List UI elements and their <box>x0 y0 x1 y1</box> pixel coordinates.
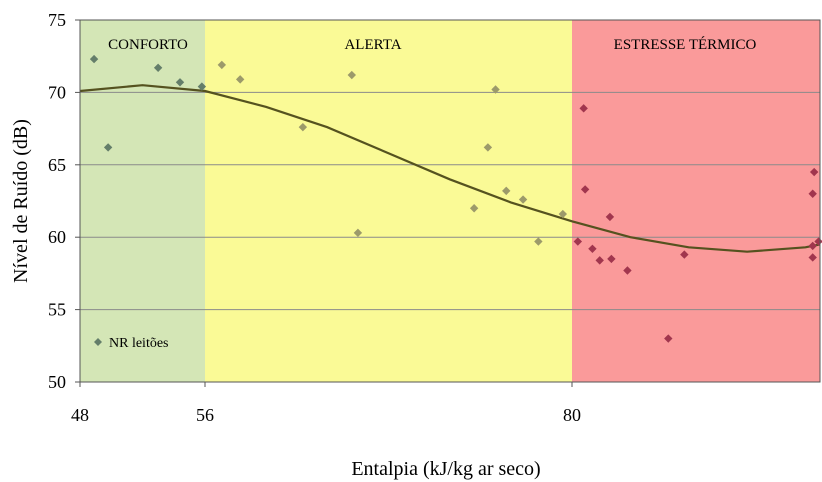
data-point-22 <box>595 256 604 265</box>
data-point-6 <box>217 60 227 70</box>
trend-line <box>79 84 821 253</box>
data-points <box>89 54 822 343</box>
y-tick-label-50: 50 <box>48 372 66 392</box>
data-point-7 <box>235 75 245 84</box>
data-point-15 <box>518 195 528 204</box>
data-point-12 <box>483 143 493 152</box>
data-point-5 <box>197 82 207 91</box>
data-point-16 <box>534 237 543 246</box>
data-point-9 <box>347 70 356 80</box>
data-point-10 <box>353 228 363 238</box>
data-point-3 <box>153 63 163 72</box>
y-tick-label-65: 65 <box>48 155 66 175</box>
zone-1-label: CONFORTO <box>108 37 188 53</box>
zone-1-band <box>80 20 205 382</box>
x-axis-label: Entalpia (kJ/kg ar seco) <box>351 458 540 480</box>
legend: NR leitões <box>94 336 169 351</box>
data-point-17 <box>558 209 568 219</box>
data-point-25 <box>623 266 632 275</box>
legend-marker <box>94 338 102 346</box>
zone-2-band <box>205 20 572 382</box>
y-tick-label-60: 60 <box>48 227 66 247</box>
data-point-13 <box>491 85 500 94</box>
y-tick-label-75: 75 <box>48 10 66 30</box>
zone-2-label: ALERTA <box>344 37 401 53</box>
data-point-4 <box>175 78 185 87</box>
data-point-28 <box>808 253 817 262</box>
data-point-21 <box>588 244 597 253</box>
data-point-8 <box>298 122 308 132</box>
data-point-27 <box>680 250 689 259</box>
axis-ticks: 50 55 60 65 70 75 48 56 80 <box>48 10 581 425</box>
data-point-19 <box>579 104 588 113</box>
zone-3-band <box>572 20 820 382</box>
x-tick-label-48: 48 <box>71 405 89 425</box>
zone-3-label: ESTRESSE TÉRMICO <box>614 36 757 53</box>
comfort-zones <box>80 20 820 382</box>
legend-label: NR leitões <box>109 336 169 351</box>
data-point-11 <box>469 204 479 213</box>
grid-lines <box>80 91 820 311</box>
zone-labels: CONFORTO ALERTA ESTRESSE TÉRMICO <box>108 36 756 53</box>
data-point-1 <box>89 54 99 64</box>
data-point-26 <box>664 334 673 343</box>
data-point-14 <box>502 186 511 196</box>
data-point-18 <box>573 237 583 246</box>
data-point-30 <box>808 189 817 198</box>
y-axis-label: Nível de Ruído (dB) <box>10 119 32 283</box>
data-point-29 <box>808 241 817 251</box>
y-tick-label-70: 70 <box>48 82 66 102</box>
data-point-23 <box>605 212 615 222</box>
plot-frame <box>79 19 821 383</box>
data-point-20 <box>580 185 590 194</box>
data-point-2 <box>103 143 113 152</box>
x-tick-label-56: 56 <box>196 405 214 425</box>
x-tick-label-80: 80 <box>563 405 581 425</box>
data-point-24 <box>607 254 616 264</box>
y-tick-label-55: 55 <box>48 300 66 320</box>
data-point-31 <box>809 167 819 177</box>
